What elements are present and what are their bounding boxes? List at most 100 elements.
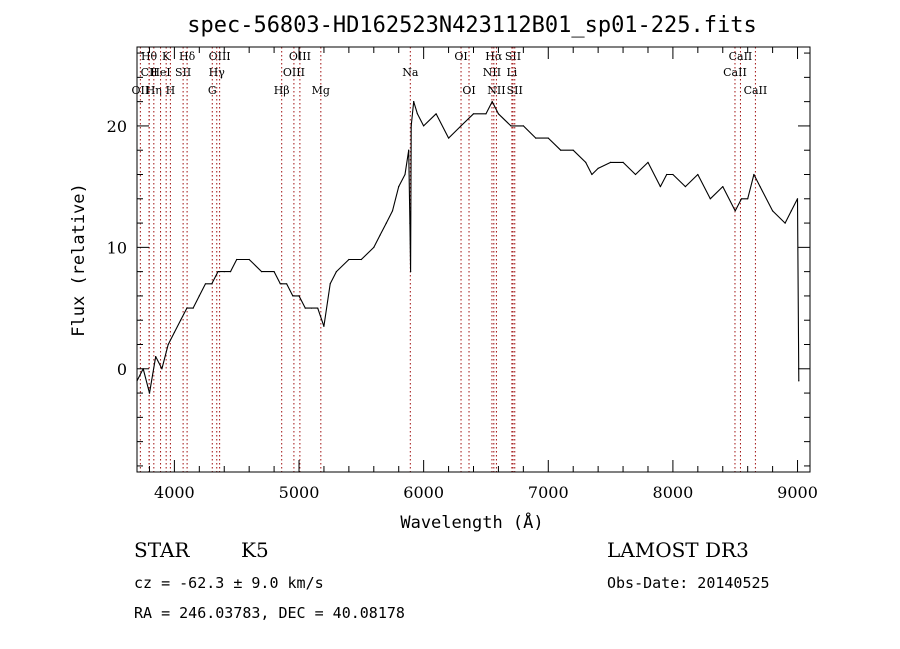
spectrum-point bbox=[666, 173, 668, 176]
spectrum-point bbox=[413, 101, 415, 103]
spectrum-point bbox=[180, 319, 182, 321]
spectrum-point bbox=[796, 198, 799, 200]
x-tick-label: 8000 bbox=[653, 483, 694, 502]
spectrum-point bbox=[435, 113, 437, 115]
spectrum-point bbox=[211, 283, 213, 285]
spectrum-point bbox=[229, 271, 232, 273]
spectrum-point bbox=[385, 222, 387, 224]
spectrum-point bbox=[279, 283, 281, 285]
spectrum-point bbox=[753, 173, 755, 176]
spectrum-point bbox=[522, 125, 525, 127]
spectral-line-label: SII bbox=[507, 84, 523, 97]
spectrum-point bbox=[448, 137, 450, 139]
spectrum-point bbox=[248, 258, 250, 261]
spectrum-line bbox=[136, 101, 800, 394]
spectrum-point bbox=[192, 307, 194, 309]
spectrum-point bbox=[423, 125, 425, 127]
spectral-line-label: OIII bbox=[283, 66, 305, 79]
spectral-line-label: OIII bbox=[289, 50, 311, 63]
spectral-line-label: CaII bbox=[729, 50, 753, 63]
spectrum-point bbox=[173, 331, 175, 333]
spectrum-point bbox=[404, 173, 406, 176]
spectrum-point bbox=[335, 271, 337, 273]
spectrum-point bbox=[236, 258, 238, 261]
spectrum-point bbox=[659, 186, 662, 188]
spectrum-point bbox=[535, 137, 537, 139]
spectrum-point bbox=[697, 173, 699, 176]
spectrum-point bbox=[186, 307, 188, 309]
spectrum-point bbox=[460, 125, 462, 127]
spectrum-point bbox=[161, 368, 163, 370]
spectrum-point bbox=[167, 343, 169, 346]
spectrum-point bbox=[292, 295, 294, 297]
spectrum-point bbox=[772, 210, 774, 212]
spectrum-point bbox=[410, 125, 412, 127]
y-tick-label: 20 bbox=[107, 117, 127, 136]
spectrum-point bbox=[572, 149, 574, 151]
spectrum-point bbox=[510, 125, 512, 127]
x-tick-label: 7000 bbox=[528, 483, 569, 502]
spectrum-point bbox=[591, 173, 593, 176]
spectral-line-label: SII bbox=[505, 50, 521, 63]
spectrum-point bbox=[790, 210, 792, 212]
spectrum-point bbox=[497, 113, 499, 115]
y-axis: 0 10 20 bbox=[107, 52, 810, 467]
spectral-line-label: G bbox=[208, 84, 217, 97]
spectral-line-label: OI bbox=[454, 50, 467, 63]
spectrum-point bbox=[709, 198, 711, 200]
x-axis-label: Wavelength (Å) bbox=[400, 511, 543, 533]
spectral-line-label: H bbox=[166, 84, 176, 97]
spectrum-point bbox=[491, 101, 493, 103]
spectrum-point bbox=[298, 295, 300, 297]
spectrum-point bbox=[379, 234, 381, 236]
spectrum-point bbox=[410, 271, 412, 273]
redshift-readout: cz = -62.3 ± 9.0 km/s bbox=[134, 574, 324, 592]
spectral-line-label: Li bbox=[506, 66, 517, 79]
spectral-line-label: HeI bbox=[150, 66, 170, 79]
spectrum-point bbox=[485, 113, 487, 115]
spectral-line-label: Mg bbox=[312, 84, 330, 97]
spectrum-point bbox=[798, 380, 800, 382]
obs-date: Obs-Date: 20140525 bbox=[607, 574, 770, 592]
spectrum-point bbox=[223, 271, 225, 273]
spectrum-point bbox=[597, 167, 599, 169]
spectral-line-label: Hβ bbox=[274, 84, 290, 97]
spectrum-point bbox=[409, 222, 411, 224]
spectrum-point bbox=[391, 210, 394, 212]
spectral-line-label: K bbox=[162, 50, 171, 63]
spectrum-point bbox=[740, 198, 743, 200]
spectrum-point bbox=[273, 271, 275, 273]
spectral-line-label: Hγ bbox=[209, 66, 226, 79]
spectral-line-label: Hδ bbox=[179, 50, 196, 63]
spectrum-point bbox=[622, 161, 624, 163]
spectrum-point bbox=[734, 210, 736, 212]
spectral-line-label: NII bbox=[483, 66, 501, 79]
spectral-line-label: NII bbox=[487, 84, 505, 97]
spectrum-point bbox=[217, 271, 219, 273]
spectrum-point bbox=[560, 149, 562, 151]
spectral-line-label: OIII bbox=[209, 50, 231, 63]
spectrum-point bbox=[472, 113, 475, 115]
object-class: STAR bbox=[134, 538, 190, 562]
spectrum-point bbox=[759, 186, 761, 188]
spectral-line-label: Hη bbox=[146, 84, 162, 97]
spectrum-point bbox=[784, 222, 786, 224]
spectrum-point bbox=[155, 356, 157, 358]
spectrum-point bbox=[547, 137, 549, 139]
spectral-line-label: OII bbox=[132, 84, 150, 97]
spectrum-point bbox=[408, 149, 410, 151]
x-tick-label: 4000 bbox=[154, 483, 195, 502]
spectrum-point bbox=[747, 198, 749, 200]
spectrum-point bbox=[398, 186, 400, 188]
spectrum-point bbox=[610, 161, 612, 163]
spectrum-point bbox=[323, 325, 325, 327]
spectral-line-label: CaII bbox=[744, 84, 768, 97]
spectral-line-label: OI bbox=[462, 84, 475, 97]
y-tick-label: 0 bbox=[117, 360, 127, 379]
spectrum-point bbox=[348, 258, 350, 261]
x-tick-label: 6000 bbox=[403, 483, 444, 502]
spectral-line-label: SII bbox=[175, 66, 191, 79]
spectrum-point bbox=[204, 283, 207, 285]
x-axis: 4000 5000 6000 7000 8000 9000 bbox=[148, 47, 818, 502]
spectrum-point bbox=[286, 283, 288, 285]
